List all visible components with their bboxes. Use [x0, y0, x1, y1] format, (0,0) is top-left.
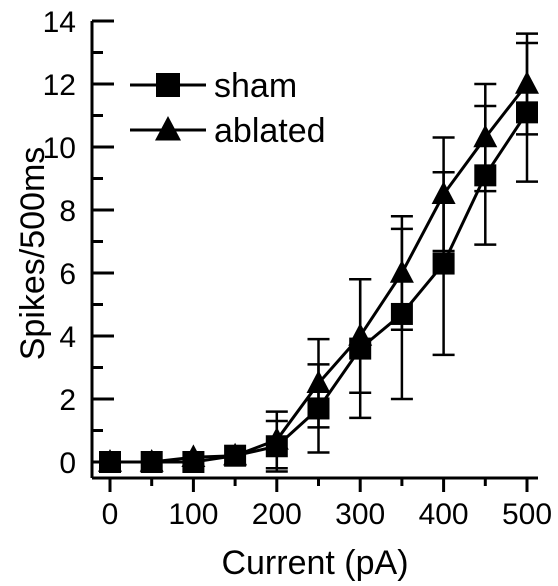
legend-item-ablated: ablated [130, 112, 326, 150]
y-tick-label: 0 [59, 447, 76, 480]
y-axis-ticks: 0 2 4 6 8 10 12 14 [43, 6, 114, 480]
triangle-marker [264, 426, 289, 450]
triangle-marker [431, 181, 456, 204]
triangle-marker [155, 115, 181, 141]
triangle-marker [98, 449, 122, 472]
legend-item-sham: sham [130, 67, 297, 105]
square-marker [432, 252, 455, 275]
plot-area [98, 32, 539, 473]
x-tick-label: 200 [252, 498, 302, 531]
y-tick-label: 6 [59, 258, 76, 291]
series-ablated [98, 32, 539, 472]
triangle-marker [181, 444, 206, 467]
y-tick-label: 8 [59, 195, 76, 228]
y-tick-label: 12 [43, 69, 76, 102]
triangle-marker [515, 71, 539, 94]
triangle-marker [306, 370, 331, 393]
x-tick-label: 300 [335, 498, 385, 531]
legend-label: ablated [214, 112, 326, 150]
x-axis-ticks: 0 100 200 300 400 500 [102, 478, 552, 531]
x-axis-title: Current (pA) [221, 544, 408, 582]
x-tick-label: 400 [419, 498, 469, 531]
x-tick-label: 0 [102, 498, 119, 531]
y-tick-label: 10 [43, 132, 76, 165]
legend: sham ablated [130, 67, 326, 150]
triangle-marker [473, 124, 498, 148]
legend-label: sham [214, 67, 297, 105]
triangle-marker [223, 442, 248, 466]
y-axis-title: Spikes/500ms [14, 147, 52, 361]
triangle-marker [389, 260, 414, 283]
x-tick-label: 100 [168, 498, 218, 531]
y-tick-label: 4 [59, 321, 76, 354]
y-tick-label: 2 [59, 384, 76, 417]
y-tick-label: 14 [43, 6, 76, 39]
triangle-marker [348, 323, 373, 346]
square-marker [156, 73, 180, 97]
triangle-marker [139, 449, 164, 472]
x-tick-label: 500 [502, 498, 552, 531]
